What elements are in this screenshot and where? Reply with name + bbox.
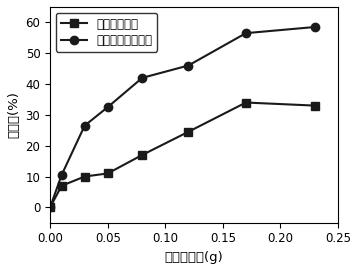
改性橘子皮衍生炭	[244, 31, 248, 35]
橘子皮衍生炭	[48, 206, 52, 209]
改性橘子皮衍生炭	[59, 173, 64, 177]
改性橘子皮衍生炭	[313, 25, 317, 29]
橘子皮衍生炭	[82, 175, 87, 178]
Line: 改性橘子皮衍生炭: 改性橘子皮衍生炭	[46, 23, 319, 212]
改性橘子皮衍生炭	[82, 124, 87, 127]
橘子皮衍生炭	[140, 153, 144, 157]
改性橘子皮衍生炭	[140, 76, 144, 79]
Line: 橘子皮衍生炭: 橘子皮衍生炭	[46, 98, 319, 212]
橘子皮衍生炭	[59, 184, 64, 188]
改性橘子皮衍生炭	[48, 206, 52, 209]
X-axis label: 吸附剂用量(g): 吸附剂用量(g)	[165, 251, 223, 264]
改性橘子皮衍生炭	[106, 105, 110, 109]
橘子皮衍生炭	[244, 101, 248, 104]
橘子皮衍生炭	[106, 172, 110, 175]
橘子皮衍生炭	[313, 104, 317, 107]
橘子皮衍生炭	[186, 130, 190, 133]
Y-axis label: 吸附率(%): 吸附率(%)	[7, 91, 20, 138]
Legend: 橘子皮衍生炭, 改性橘子皮衍生炭: 橘子皮衍生炭, 改性橘子皮衍生炭	[56, 13, 157, 52]
改性橘子皮衍生炭	[186, 64, 190, 67]
